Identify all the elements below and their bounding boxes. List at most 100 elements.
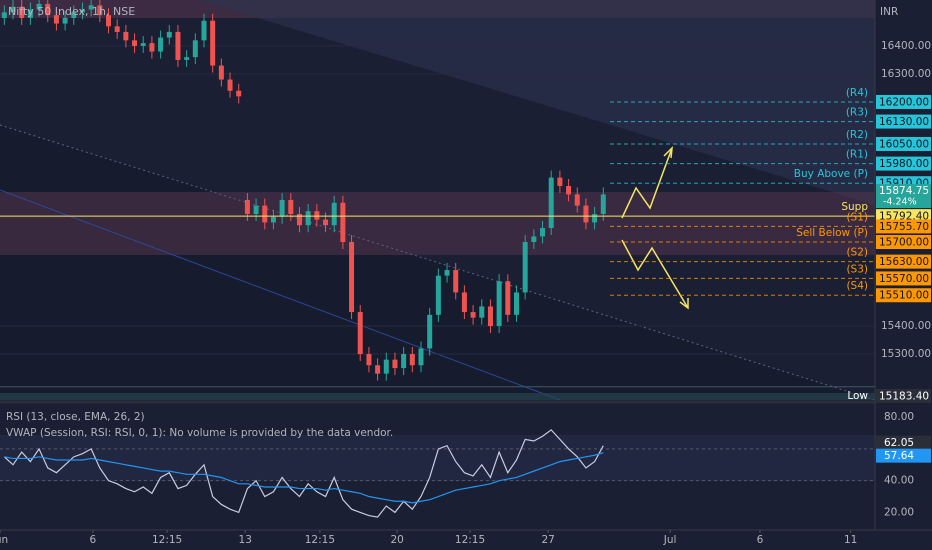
candle-body [175,31,181,60]
candle-body [427,314,433,349]
level-value: 15755.70 [879,221,929,233]
price-pane [0,0,875,388]
candle-body [505,281,511,315]
candle-body [218,65,224,80]
candle-body [461,292,467,313]
low-name: Low [847,390,868,402]
candle-body [470,312,476,318]
level-name: (S2) [846,247,868,259]
level-name: Buy Above (P) [794,168,868,180]
channel [0,0,875,205]
candle-body [418,348,424,366]
candle-body [97,5,103,16]
level-box [876,271,931,286]
x-tick-label: 12:15 [305,534,335,546]
level-value: 15630.00 [879,256,929,268]
rsi-tick-label: 40.00 [884,475,914,487]
candle-body [106,15,112,27]
last-price-box [876,184,931,209]
candle-body [444,270,450,276]
decorations [0,0,875,400]
low-box [876,389,931,403]
candle-body [288,200,294,215]
up-arrow [621,147,673,219]
rsi-line [3,429,604,518]
candle-body [210,20,216,66]
zone [0,192,875,255]
candle-body [375,365,381,374]
rsi-tick-label: 80.00 [884,411,914,423]
rsi-band [0,435,875,481]
level-name: (R1) [846,149,868,161]
candle-body [331,202,337,226]
candle-body [62,17,68,24]
candle-body [227,79,233,91]
candle-body [45,3,51,16]
candle-body [253,205,259,215]
candle-body [592,214,598,223]
x-tick-label: 12:15 [455,534,485,546]
level-name: (R2) [846,129,868,141]
rsi-note: VWAP (Session, RSI: RSI, 0, 1): No volum… [6,427,393,439]
level-name: (S3) [846,263,868,275]
candle-body [392,359,398,369]
level-value: 15700.00 [879,237,929,249]
candle-body [88,5,94,10]
level-value: 15570.00 [879,273,929,285]
last-change: -4.24% [883,197,917,208]
candle-body [314,211,320,220]
candle-body [166,31,172,38]
arrow-head [679,298,689,310]
candle-body [79,9,85,13]
candle-body [123,31,129,41]
candle-body [244,200,250,215]
level-value: 15980.00 [879,158,929,170]
axes: 16400.00 16300.00 15400.00 15300.00 Jun 6 12:1… [0,40,931,546]
level-box [876,94,931,109]
y-tick-label: 15400.00 [881,320,931,332]
candle-body [409,354,415,366]
rsi-value-box [876,448,931,463]
currency: INR [880,6,898,18]
candle-body [19,6,25,18]
rsi-value: 57.64 [884,450,914,462]
level-name: (S1) [846,211,868,223]
trend-line [0,189,561,400]
candle-body [132,40,138,46]
x-tick-label: 11 [844,534,857,546]
level-box [876,114,931,129]
level-name: Sell Below (P) [796,227,868,239]
y-tick-label: 16400.00 [881,40,931,52]
candle-body [305,211,311,226]
candle-body [158,37,164,52]
candle-body [71,12,77,18]
level-value: 16200.00 [879,96,929,108]
candle-body [496,281,502,327]
level-box [876,235,931,250]
low-zone [0,393,875,400]
candle-body [201,20,207,41]
candle-body [522,242,528,293]
candle-body [583,205,589,223]
arrow-head [663,145,673,159]
level-name: (S4) [846,280,868,292]
candle-body [383,359,389,374]
y-tick-label: 16300.00 [881,68,931,80]
candle-body [366,354,372,366]
candle-body [548,177,554,229]
chart-title: Nifty 50 Index, 1h, NSE [8,5,135,18]
candle-body [270,216,276,223]
candle-body [453,270,459,293]
rsi-tick-label: 20.00 [884,506,914,518]
y-tick-label: 15300.00 [881,348,931,360]
x-tick-label: Jul [663,534,677,546]
candle-body [600,194,606,215]
rsi-pane [0,429,875,518]
x-tick-label: Jun [0,534,8,546]
x-tick-label: 20 [390,534,403,546]
candle-body [114,26,120,32]
rsi-value-box [876,435,931,450]
last-price: 15874.75 [879,185,929,197]
candle-body [340,202,346,243]
